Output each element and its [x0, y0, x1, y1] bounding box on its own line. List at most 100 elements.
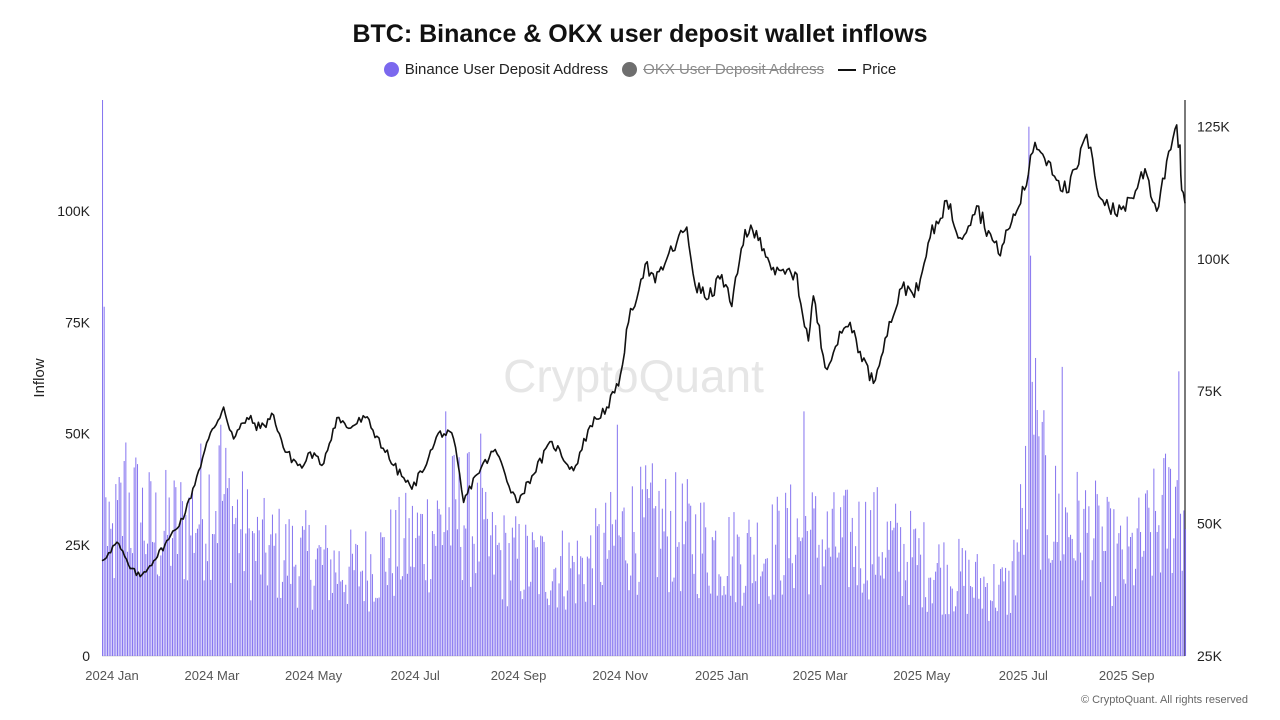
- chart-legend: Binance User Deposit Address OKX User De…: [0, 61, 1280, 78]
- inflow-bar: [636, 594, 638, 656]
- inflow-bar: [415, 538, 417, 656]
- inflow-bar: [613, 545, 615, 656]
- inflow-bar: [868, 599, 870, 656]
- inflow-bar: [600, 581, 602, 656]
- inflow-bar: [955, 606, 957, 656]
- inflow-bar: [940, 567, 942, 656]
- inflow-bar: [253, 533, 255, 656]
- x-tick-label: 2025 Jul: [999, 668, 1048, 683]
- inflow-bar: [1180, 513, 1182, 656]
- legend-item-okx[interactable]: OKX User Deposit Address: [622, 61, 824, 78]
- inflow-bar: [180, 482, 182, 656]
- inflow-bar: [910, 510, 912, 656]
- inflow-bar: [186, 580, 189, 656]
- inflow-bar: [778, 510, 780, 656]
- inflow-bar: [288, 519, 290, 656]
- inflow-bar: [193, 552, 195, 656]
- inflow-bar: [291, 525, 293, 656]
- inflow-bar: [920, 554, 922, 656]
- inflow-bar: [593, 604, 595, 656]
- inflow-bar: [1115, 596, 1117, 656]
- inflow-bar: [808, 594, 810, 656]
- inflow-bar: [1083, 508, 1085, 656]
- inflow-bar: [318, 545, 320, 656]
- inflow-bar: [511, 527, 513, 656]
- inflow-bar: [656, 577, 658, 656]
- inflow-bar: [583, 584, 585, 656]
- inflow-bar: [131, 553, 134, 656]
- inflow-bar: [848, 587, 850, 656]
- inflow-bar: [605, 502, 607, 656]
- inflow-bar: [205, 543, 207, 656]
- inflow-bar: [1133, 585, 1135, 656]
- inflow-bar: [710, 593, 712, 656]
- inflow-bar: [618, 535, 620, 656]
- inflow-bar: [208, 474, 210, 656]
- inflow-bar: [176, 554, 179, 656]
- legend-item-binance[interactable]: Binance User Deposit Address: [383, 61, 608, 78]
- binance-legend-dot: [383, 62, 399, 77]
- inflow-bar: [753, 554, 755, 656]
- inflow-bar: [553, 569, 555, 656]
- y2-tick-label: 125K: [1197, 118, 1230, 134]
- inflow-bar: [675, 472, 677, 656]
- inflow-bar: [230, 582, 232, 656]
- inflow-bar: [1068, 537, 1070, 656]
- inflow-bar: [843, 495, 845, 656]
- inflow-bar: [891, 530, 893, 656]
- inflow-bar: [523, 589, 525, 656]
- inflow-bar: [115, 484, 117, 656]
- inflow-bar: [1076, 471, 1078, 656]
- inflow-bar: [1091, 560, 1093, 656]
- inflow-bar: [405, 492, 407, 656]
- inflow-bar: [1016, 542, 1018, 656]
- inflow-bar: [155, 492, 157, 656]
- inflow-bar: [738, 536, 740, 656]
- inflow-bar: [225, 447, 227, 656]
- inflow-bar: [395, 510, 397, 656]
- inflow-bar: [223, 494, 225, 656]
- inflow-bar: [550, 590, 552, 656]
- inflow-bar: [951, 588, 953, 656]
- inflow-bar: [368, 611, 370, 656]
- inflow-bar: [518, 523, 520, 656]
- inflow-bar: [686, 479, 688, 656]
- inflow-bar: [1140, 532, 1142, 656]
- inflow-bar: [1036, 410, 1038, 656]
- inflow-bar: [726, 575, 728, 656]
- inflow-bar: [635, 553, 637, 656]
- inflow-bar: [991, 601, 993, 656]
- inflow-bar: [476, 482, 478, 656]
- inflow-bar: [271, 514, 273, 656]
- inflow-bar: [890, 521, 892, 656]
- inflow-bar: [321, 564, 323, 656]
- inflow-bar: [936, 563, 938, 656]
- inflow-bar: [216, 543, 218, 656]
- inflow-bar: [878, 556, 880, 656]
- inflow-bar: [493, 574, 495, 656]
- inflow-bar: [730, 595, 732, 656]
- inflow-bar: [993, 564, 995, 656]
- inflow-bar: [113, 578, 115, 656]
- inflow-bar: [821, 539, 823, 656]
- inflow-bar: [1096, 494, 1098, 656]
- price-line: [101, 124, 1186, 578]
- inflow-bar: [255, 560, 257, 656]
- inflow-bar: [1121, 549, 1123, 656]
- inflow-bar: [646, 489, 648, 656]
- inflow-bar: [1141, 556, 1143, 656]
- inflow-bar: [191, 491, 194, 656]
- inflow-bar: [801, 537, 803, 656]
- legend-item-price[interactable]: Price: [838, 61, 896, 78]
- inflow-bar: [935, 571, 937, 656]
- inflow-bar: [478, 561, 480, 656]
- inflow-bar: [1110, 508, 1112, 656]
- inflow-bar: [498, 542, 500, 656]
- inflow-bar: [556, 607, 558, 656]
- inflow-bar: [1156, 531, 1158, 656]
- inflow-bar: [1135, 568, 1137, 656]
- inflow-bar: [641, 489, 643, 656]
- inflow-bar: [883, 578, 885, 656]
- inflow-bar: [560, 556, 562, 656]
- inflow-bar: [295, 564, 297, 656]
